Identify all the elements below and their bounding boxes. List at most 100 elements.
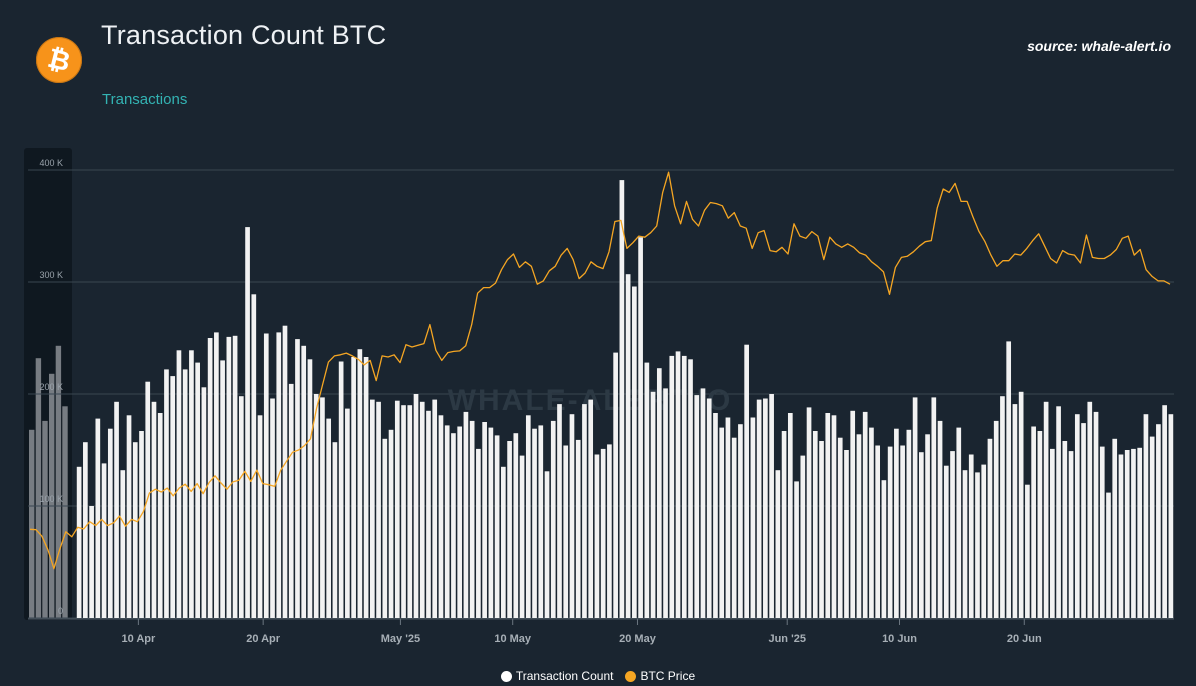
- transaction-count-bar[interactable]: [288, 383, 294, 618]
- transaction-count-bar[interactable]: [238, 396, 244, 618]
- transaction-count-bar[interactable]: [1074, 414, 1080, 618]
- legend-item-btc-price[interactable]: BTC Price: [625, 669, 695, 683]
- transaction-count-bar[interactable]: [881, 480, 887, 618]
- transaction-count-bar[interactable]: [426, 410, 431, 618]
- transaction-count-bar[interactable]: [993, 420, 999, 618]
- transaction-count-bar[interactable]: [594, 454, 600, 619]
- transaction-count-bar[interactable]: [869, 427, 874, 618]
- btc-price-line[interactable]: [29, 171, 1171, 570]
- transaction-count-bar[interactable]: [919, 452, 924, 618]
- transaction-count-bar[interactable]: [501, 466, 506, 618]
- transaction-count-bar[interactable]: [875, 445, 881, 619]
- transaction-count-bar[interactable]: [1006, 341, 1012, 618]
- transaction-count-bar[interactable]: [451, 433, 456, 618]
- transaction-count-bar[interactable]: [120, 470, 126, 618]
- transaction-count-bar[interactable]: [207, 338, 213, 618]
- transaction-count-bar[interactable]: [625, 274, 631, 618]
- transaction-count-bar[interactable]: [912, 397, 918, 618]
- transaction-count-bar[interactable]: [494, 435, 500, 618]
- transaction-count-bar[interactable]: [176, 350, 182, 618]
- transaction-count-bar[interactable]: [775, 470, 781, 618]
- transaction-count-bar[interactable]: [544, 471, 550, 618]
- transaction-count-bar[interactable]: [1149, 436, 1155, 618]
- transaction-count-bar[interactable]: [301, 345, 307, 618]
- transaction-count-bar[interactable]: [856, 434, 862, 618]
- transaction-count-bar[interactable]: [1168, 414, 1174, 618]
- transaction-count-bar[interactable]: [419, 401, 425, 618]
- transaction-count-bar[interactable]: [675, 351, 681, 618]
- transaction-count-bar[interactable]: [538, 425, 544, 618]
- transaction-count-bar[interactable]: [245, 227, 250, 618]
- transaction-count-bar[interactable]: [563, 445, 569, 619]
- transaction-count-bar[interactable]: [688, 359, 693, 618]
- transaction-count-bar[interactable]: [407, 405, 413, 618]
- transaction-count-bar[interactable]: [126, 415, 132, 618]
- transaction-count-bar[interactable]: [981, 464, 987, 618]
- transaction-count-bar[interactable]: [482, 422, 487, 618]
- transaction-count-bar[interactable]: [931, 397, 937, 618]
- transaction-count-bar[interactable]: [613, 352, 618, 618]
- transaction-count-bar[interactable]: [338, 361, 344, 619]
- transaction-count-bar[interactable]: [257, 415, 263, 618]
- transaction-count-bar[interactable]: [850, 410, 856, 618]
- transaction-count-bar[interactable]: [800, 455, 806, 618]
- transaction-count-bar[interactable]: [713, 413, 718, 618]
- transaction-count-bar[interactable]: [1062, 441, 1068, 618]
- transaction-count-bar[interactable]: [575, 439, 581, 618]
- transaction-count-bar[interactable]: [320, 397, 325, 618]
- transaction-count-bar[interactable]: [182, 369, 188, 618]
- transaction-count-bar[interactable]: [1056, 406, 1061, 618]
- transaction-count-bar[interactable]: [950, 451, 955, 618]
- transaction-count-bar[interactable]: [806, 407, 812, 618]
- transaction-count-bar[interactable]: [550, 420, 556, 618]
- transaction-count-bar[interactable]: [975, 472, 980, 618]
- legend-item-transaction-count[interactable]: Transaction Count: [500, 669, 613, 683]
- transaction-count-bar[interactable]: [270, 398, 275, 619]
- transaction-count-bar[interactable]: [394, 400, 400, 618]
- transaction-count-bar[interactable]: [157, 413, 163, 618]
- transaction-count-bar[interactable]: [837, 437, 843, 618]
- transaction-count-bar[interactable]: [557, 404, 562, 618]
- transaction-count-bar[interactable]: [700, 388, 706, 618]
- transaction-count-bar[interactable]: [887, 446, 893, 618]
- transaction-count-bar[interactable]: [1156, 424, 1161, 618]
- transaction-count-bar[interactable]: [214, 332, 219, 618]
- transaction-count-bar[interactable]: [962, 470, 968, 618]
- transaction-count-bar[interactable]: [862, 411, 868, 618]
- transaction-count-bar[interactable]: [669, 355, 675, 618]
- transaction-count-bar[interactable]: [1018, 391, 1024, 618]
- transaction-count-bar[interactable]: [357, 349, 363, 618]
- transaction-count-bar[interactable]: [987, 438, 993, 618]
- transaction-count-bar[interactable]: [794, 481, 799, 618]
- transaction-count-bar[interactable]: [432, 399, 438, 618]
- transaction-count-bar[interactable]: [139, 431, 144, 618]
- transaction-count-bar[interactable]: [363, 357, 369, 618]
- transaction-count-bar[interactable]: [582, 404, 587, 618]
- transaction-count-bar[interactable]: [1037, 431, 1043, 618]
- transaction-count-bar[interactable]: [706, 398, 712, 619]
- transaction-count-bar[interactable]: [781, 431, 787, 618]
- transaction-count-bar[interactable]: [89, 506, 94, 618]
- transaction-count-bar[interactable]: [968, 454, 974, 619]
- transaction-count-bar[interactable]: [894, 428, 899, 618]
- transaction-count-bar[interactable]: [1025, 484, 1030, 618]
- transaction-count-bar[interactable]: [588, 399, 594, 618]
- transaction-count-bar[interactable]: [370, 399, 375, 618]
- transaction-count-bar[interactable]: [476, 448, 481, 618]
- transaction-count-bar[interactable]: [1068, 451, 1074, 618]
- transaction-count-bar[interactable]: [769, 394, 774, 618]
- transaction-count-bar[interactable]: [1137, 447, 1143, 618]
- transaction-count-bar[interactable]: [1118, 454, 1124, 619]
- transaction-count-bar[interactable]: [763, 398, 768, 619]
- transaction-count-bar[interactable]: [438, 415, 444, 618]
- transaction-count-bar[interactable]: [656, 368, 662, 618]
- transaction-count-bar[interactable]: [607, 444, 612, 618]
- transaction-count-bar[interactable]: [114, 401, 119, 618]
- transaction-count-bar[interactable]: [107, 428, 113, 618]
- transaction-count-bar[interactable]: [1087, 401, 1093, 618]
- transaction-count-bar[interactable]: [725, 417, 731, 619]
- transaction-count-bar[interactable]: [195, 362, 200, 618]
- transaction-count-bar[interactable]: [819, 441, 824, 618]
- transaction-count-bar[interactable]: [681, 355, 687, 618]
- transaction-count-bar[interactable]: [444, 425, 450, 618]
